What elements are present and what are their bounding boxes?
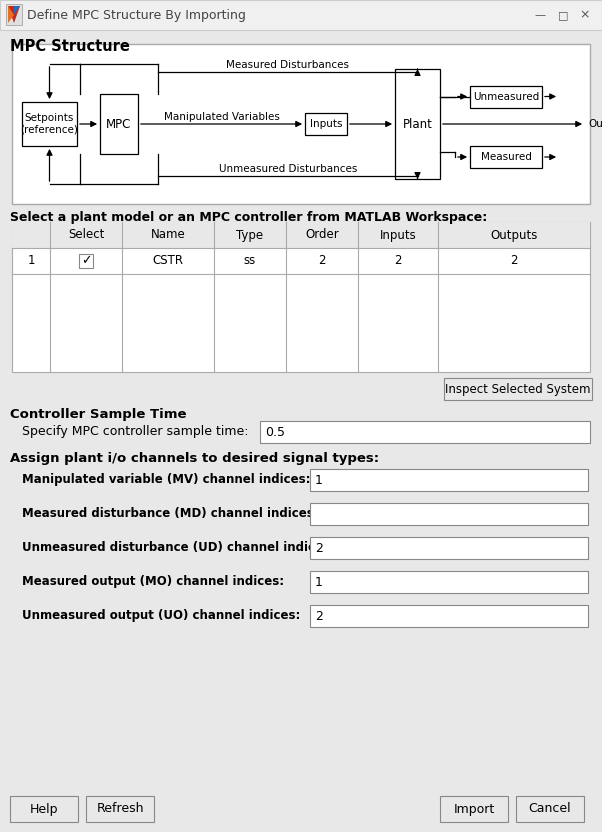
FancyBboxPatch shape (310, 503, 588, 525)
FancyBboxPatch shape (310, 537, 588, 559)
Text: Outputs: Outputs (588, 119, 602, 129)
Text: CSTR: CSTR (152, 255, 184, 268)
FancyBboxPatch shape (86, 796, 154, 822)
Text: Unmeasured disturbance (UD) channel indices:: Unmeasured disturbance (UD) channel indi… (22, 542, 335, 554)
FancyBboxPatch shape (100, 94, 138, 154)
Text: ss: ss (244, 255, 256, 268)
Text: Manipulated variable (MV) channel indices:: Manipulated variable (MV) channel indice… (22, 473, 311, 487)
Text: □: □ (557, 10, 568, 20)
Text: Help: Help (29, 803, 58, 815)
Text: Select a plant model or an MPC controller from MATLAB Workspace:: Select a plant model or an MPC controlle… (10, 211, 487, 224)
FancyBboxPatch shape (440, 796, 508, 822)
Polygon shape (6, 4, 22, 25)
Text: Controller Sample Time: Controller Sample Time (10, 408, 187, 421)
FancyBboxPatch shape (470, 86, 542, 107)
Text: Measured Disturbances: Measured Disturbances (226, 60, 349, 70)
FancyBboxPatch shape (260, 421, 590, 443)
FancyBboxPatch shape (79, 254, 93, 268)
Text: MPC: MPC (107, 117, 132, 131)
Text: Define MPC Structure By Importing: Define MPC Structure By Importing (27, 8, 246, 22)
FancyBboxPatch shape (0, 0, 602, 30)
Polygon shape (8, 6, 14, 23)
FancyBboxPatch shape (310, 605, 588, 627)
Text: ✓: ✓ (81, 255, 92, 268)
Text: Specify MPC controller sample time:: Specify MPC controller sample time: (22, 425, 249, 438)
Text: Select: Select (68, 229, 104, 241)
Text: Plant: Plant (403, 117, 432, 131)
FancyBboxPatch shape (10, 796, 78, 822)
Text: Inspect Selected System: Inspect Selected System (445, 383, 591, 395)
FancyBboxPatch shape (395, 69, 440, 179)
FancyBboxPatch shape (22, 102, 77, 146)
Text: MPC Structure: MPC Structure (10, 39, 130, 54)
Text: ×: × (580, 8, 590, 22)
Text: 1: 1 (315, 473, 323, 487)
FancyBboxPatch shape (305, 113, 347, 135)
Text: Name: Name (150, 229, 185, 241)
Text: Unmeasured: Unmeasured (473, 92, 539, 102)
FancyBboxPatch shape (12, 222, 590, 248)
FancyBboxPatch shape (470, 146, 542, 168)
Text: Type: Type (237, 229, 264, 241)
Text: Import: Import (453, 803, 495, 815)
Text: Order: Order (305, 229, 339, 241)
Text: —: — (535, 10, 545, 20)
Text: Inputs: Inputs (380, 229, 417, 241)
Text: 1: 1 (315, 576, 323, 588)
FancyBboxPatch shape (12, 44, 590, 204)
Text: Setpoints
(reference): Setpoints (reference) (20, 113, 78, 135)
Text: Refresh: Refresh (96, 803, 144, 815)
Text: 2: 2 (394, 255, 402, 268)
Text: Inputs: Inputs (310, 119, 343, 129)
Polygon shape (8, 6, 20, 23)
Text: 2: 2 (315, 610, 323, 622)
Text: Manipulated Variables: Manipulated Variables (164, 112, 279, 122)
Text: Measured output (MO) channel indices:: Measured output (MO) channel indices: (22, 576, 284, 588)
Text: Cancel: Cancel (529, 803, 571, 815)
Polygon shape (14, 6, 20, 15)
Text: Unmeasured Disturbances: Unmeasured Disturbances (219, 164, 357, 174)
FancyBboxPatch shape (444, 378, 592, 400)
FancyBboxPatch shape (310, 571, 588, 593)
FancyBboxPatch shape (516, 796, 584, 822)
Text: 0.5: 0.5 (265, 425, 285, 438)
Text: Assign plant i/o channels to desired signal types:: Assign plant i/o channels to desired sig… (10, 452, 379, 465)
FancyBboxPatch shape (12, 222, 590, 372)
Text: 2: 2 (315, 542, 323, 554)
Text: Measured disturbance (MD) channel indices:: Measured disturbance (MD) channel indice… (22, 508, 318, 521)
FancyBboxPatch shape (310, 469, 588, 491)
Text: Outputs: Outputs (490, 229, 538, 241)
Text: 1: 1 (27, 255, 35, 268)
Text: Unmeasured output (UO) channel indices:: Unmeasured output (UO) channel indices: (22, 610, 300, 622)
Text: 2: 2 (510, 255, 518, 268)
Text: 2: 2 (318, 255, 326, 268)
Text: Measured: Measured (480, 152, 532, 162)
